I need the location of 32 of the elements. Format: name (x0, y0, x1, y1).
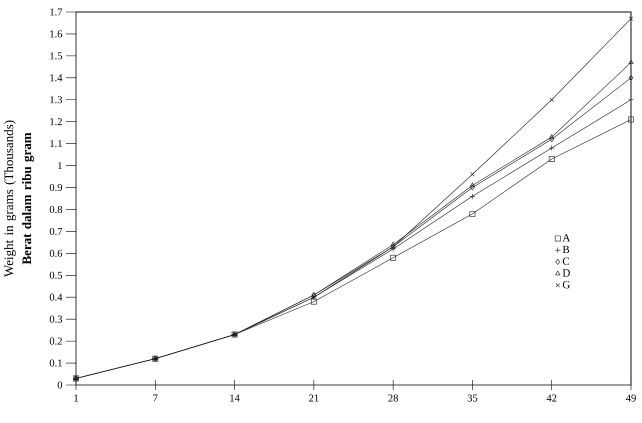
x-tick-label: 14 (230, 394, 240, 402)
x-tick-label: 1 (74, 394, 78, 402)
legend-label: D (562, 269, 570, 276)
x-tick-label: 21 (309, 394, 318, 402)
legend-label: G (562, 280, 570, 288)
x-tick-label: 7 (153, 394, 158, 402)
x-tick-label: 28 (388, 394, 398, 402)
x-tick-label: 42 (546, 394, 556, 402)
y-tick-label: 0.6 (50, 250, 62, 257)
y-tick-label: 1.1 (50, 140, 62, 148)
y-tick-label: 0.4 (50, 294, 62, 301)
y-tick-label: 0.3 (50, 316, 62, 323)
y-tick-label: 0.1 (50, 359, 62, 367)
y-tick-label: 1.3 (50, 96, 62, 104)
y-tick-label: 0 (58, 381, 62, 389)
x-tick-label: 35 (468, 394, 478, 402)
y-tick-label: 1.6 (50, 30, 62, 38)
legend-label: C (562, 258, 570, 265)
y-tick-label: 0.9 (50, 184, 62, 192)
y-tick-label: 0.2 (50, 338, 62, 345)
y-tick-label: 1.7 (50, 8, 62, 16)
y-tick-label: 0.5 (50, 272, 62, 279)
y-tick-label: 0.8 (50, 206, 62, 214)
y-tick-label: 1.5 (50, 52, 62, 60)
y-tick-label: 1.2 (50, 118, 62, 126)
legend-label: B (562, 246, 570, 254)
legend-label: A (562, 234, 570, 242)
y-tick-label: 1 (58, 162, 62, 170)
x-tick-label: 49 (626, 394, 636, 402)
y-axis-title: Weight in grams (Thousands) Berat dalam ribu gram (4, 120, 34, 278)
y-tick-label: 0.7 (50, 228, 62, 235)
y-tick-label: 1.4 (50, 74, 62, 82)
